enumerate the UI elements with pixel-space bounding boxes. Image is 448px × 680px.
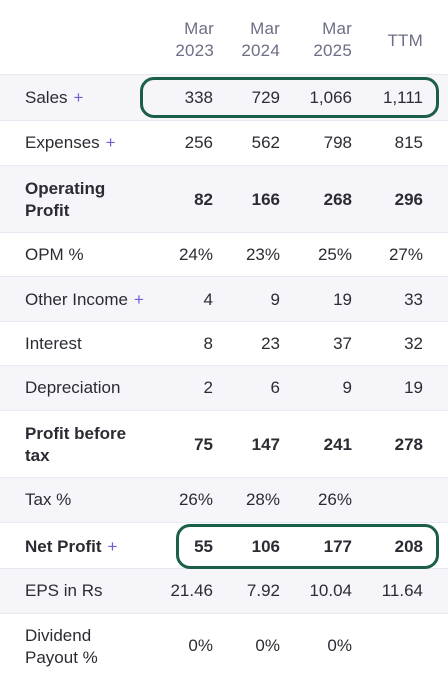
- cell-value: 147: [251, 435, 280, 454]
- row-net-profit: Net Profit + 55 106 177 208: [0, 522, 448, 568]
- cell-value: 75: [194, 435, 213, 454]
- row-label-text: Profit before: [25, 424, 127, 443]
- cell-value: 27%: [388, 245, 423, 264]
- row-depreciation: Depreciation 2 6 9 19: [0, 365, 448, 410]
- cell-value: 729: [251, 88, 280, 107]
- row-label-interest: Interest: [25, 334, 82, 353]
- row-dividend-payout: Dividend Payout % 0% 0% 0%: [0, 613, 448, 680]
- column-header-mar-2024[interactable]: Mar 2024: [226, 18, 280, 62]
- cell-value: 338: [184, 88, 213, 107]
- row-tax: Tax % 26% 28% 26%: [0, 477, 448, 522]
- cell-value: 278: [394, 435, 423, 454]
- cell-value: 26%: [317, 490, 352, 509]
- row-interest: Interest 8 23 37 32: [0, 321, 448, 365]
- row-label-text: Expenses: [25, 133, 100, 152]
- column-header-line1: Mar: [250, 19, 280, 38]
- cell-value: 1,111: [382, 88, 423, 107]
- row-label-depreciation: Depreciation: [25, 378, 121, 397]
- column-header-mar-2023[interactable]: Mar 2023: [160, 18, 214, 62]
- cell-value: 23%: [245, 245, 280, 264]
- cell-value: 2: [203, 378, 213, 397]
- cell-value: 9: [342, 378, 352, 397]
- row-label-text: Sales: [25, 88, 68, 107]
- cell-value: 815: [394, 133, 423, 152]
- cell-value: 1,066: [309, 88, 352, 107]
- cell-value: 11.64: [381, 581, 423, 600]
- cell-value: 798: [323, 133, 352, 152]
- cell-value: 37: [333, 334, 352, 353]
- expand-plus-icon[interactable]: +: [105, 133, 116, 152]
- column-header-line1: Mar: [322, 19, 352, 38]
- row-label-expenses[interactable]: Expenses +: [25, 132, 116, 154]
- cell-value: 55: [194, 537, 213, 556]
- cell-value: 26%: [178, 490, 213, 509]
- cell-value: 0%: [327, 636, 352, 655]
- cell-value: 0%: [255, 636, 280, 655]
- cell-value: 19: [333, 290, 352, 309]
- column-header-line2: TTM: [387, 31, 423, 50]
- cell-value: 0%: [188, 636, 213, 655]
- cell-value: 7.92: [246, 581, 280, 600]
- cell-value: 10.04: [309, 581, 352, 600]
- column-header-line2: 2024: [241, 41, 280, 60]
- cell-value: 4: [203, 290, 213, 309]
- row-label-text: Net Profit: [25, 537, 102, 556]
- cell-value: 562: [251, 133, 280, 152]
- row-eps: EPS in Rs 21.46 7.92 10.04 11.64: [0, 568, 448, 613]
- column-header-line2: 2025: [313, 41, 352, 60]
- column-header-mar-2025[interactable]: Mar 2025: [298, 18, 352, 62]
- expand-plus-icon[interactable]: +: [134, 290, 144, 309]
- row-label-text: Profit: [25, 201, 70, 220]
- cell-value: 177: [323, 537, 352, 556]
- row-label-other-income[interactable]: Other Income +: [25, 289, 144, 311]
- cell-value: 9: [270, 290, 280, 309]
- column-header-ttm[interactable]: TTM: [368, 18, 423, 52]
- cell-value: 256: [184, 133, 213, 152]
- row-label-opm: OPM %: [25, 245, 84, 264]
- cell-value: 32: [404, 334, 423, 353]
- cell-value: 6: [270, 378, 280, 397]
- row-label-dividend-payout: Dividend Payout %: [25, 625, 98, 669]
- row-label-text: Operating: [25, 179, 106, 198]
- cell-value: 82: [194, 190, 213, 209]
- row-label-text: Payout %: [25, 648, 98, 667]
- row-label-profit-before-tax: Profit before tax: [25, 423, 126, 467]
- cell-value: 208: [394, 537, 423, 556]
- expand-plus-icon[interactable]: +: [107, 537, 118, 556]
- cell-value: 28%: [245, 490, 280, 509]
- row-label-operating-profit: Operating Profit: [25, 178, 105, 222]
- row-label-text: Other Income: [25, 290, 128, 309]
- row-label-text: tax: [25, 446, 50, 465]
- row-expenses: Expenses + 256 562 798 815: [0, 120, 448, 165]
- table-header: Mar 2023 Mar 2024 Mar 2025 TTM: [0, 0, 448, 74]
- cell-value: 19: [404, 378, 423, 397]
- cell-value: 166: [251, 190, 280, 209]
- column-header-line2: 2023: [175, 41, 214, 60]
- cell-value: 296: [394, 190, 423, 209]
- row-sales: Sales + 338 729 1,066 1,111: [0, 74, 448, 120]
- row-label-sales[interactable]: Sales +: [25, 87, 83, 109]
- cell-value: 21.46: [170, 581, 213, 600]
- row-operating-profit: Operating Profit 82 166 268 296: [0, 165, 448, 232]
- cell-value: 33: [404, 290, 423, 309]
- cell-value: 23: [261, 334, 280, 353]
- cell-value: 8: [203, 334, 213, 353]
- row-label-text: Dividend: [25, 626, 92, 645]
- cell-value: 24%: [178, 245, 213, 264]
- row-opm: OPM % 24% 23% 25% 27%: [0, 232, 448, 276]
- row-profit-before-tax: Profit before tax 75 147 241 278: [0, 410, 448, 477]
- row-label-net-profit[interactable]: Net Profit +: [25, 536, 117, 558]
- cell-value: 106: [251, 537, 280, 556]
- cell-value: 241: [323, 435, 352, 454]
- cell-value: 268: [323, 190, 352, 209]
- row-other-income: Other Income + 4 9 19 33: [0, 276, 448, 321]
- expand-plus-icon[interactable]: +: [73, 88, 84, 107]
- column-header-line1: Mar: [184, 19, 214, 38]
- row-label-tax: Tax %: [25, 490, 72, 509]
- row-label-eps: EPS in Rs: [25, 581, 103, 600]
- cell-value: 25%: [317, 245, 352, 264]
